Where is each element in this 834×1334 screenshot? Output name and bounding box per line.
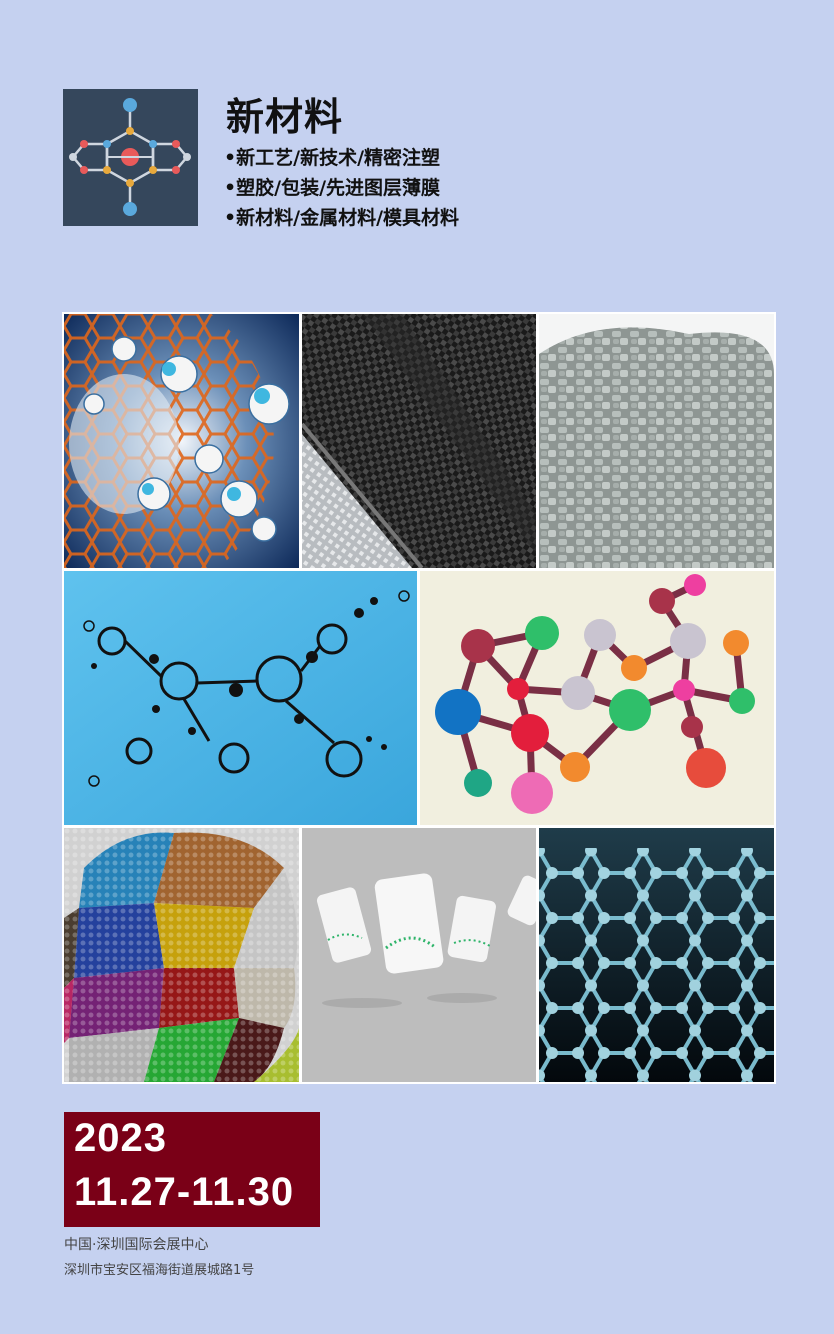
event-year: 2023 [74,1116,167,1160]
molecular-structure-diagram-image [64,571,417,825]
colorful-network-nodes-image [420,571,774,825]
event-date-badge: 2023 11.27-11.30 [64,1112,320,1227]
image-grid [62,312,776,1084]
page-title: 新材料 [226,95,344,139]
packaging-canisters-image [302,828,536,1082]
feature-item: •新材料/金属材料/模具材料 [224,207,460,229]
nanotube-molecules-image [64,314,299,568]
feature-item: •新工艺/新技术/精密注塑 [224,147,441,169]
event-address: 深圳市宝安区福海街道展城路1号 [64,1263,255,1278]
graphene-lattice-image [539,828,774,1082]
colored-plastic-granules-image [64,828,299,1082]
event-venue: 中国·深圳国际会展中心 [64,1237,209,1253]
event-date-range: 11.27-11.30 [74,1170,295,1214]
gray-plastic-pellets-image [539,314,774,568]
feature-list: •新工艺/新技术/精密注塑 •塑胶/包装/先进图层薄膜 •新材料/金属材料/模具… [224,143,459,233]
carbon-fiber-fabric-image [302,314,536,568]
molecule-logo-icon [63,89,198,226]
feature-item: •塑胶/包装/先进图层薄膜 [224,177,441,199]
